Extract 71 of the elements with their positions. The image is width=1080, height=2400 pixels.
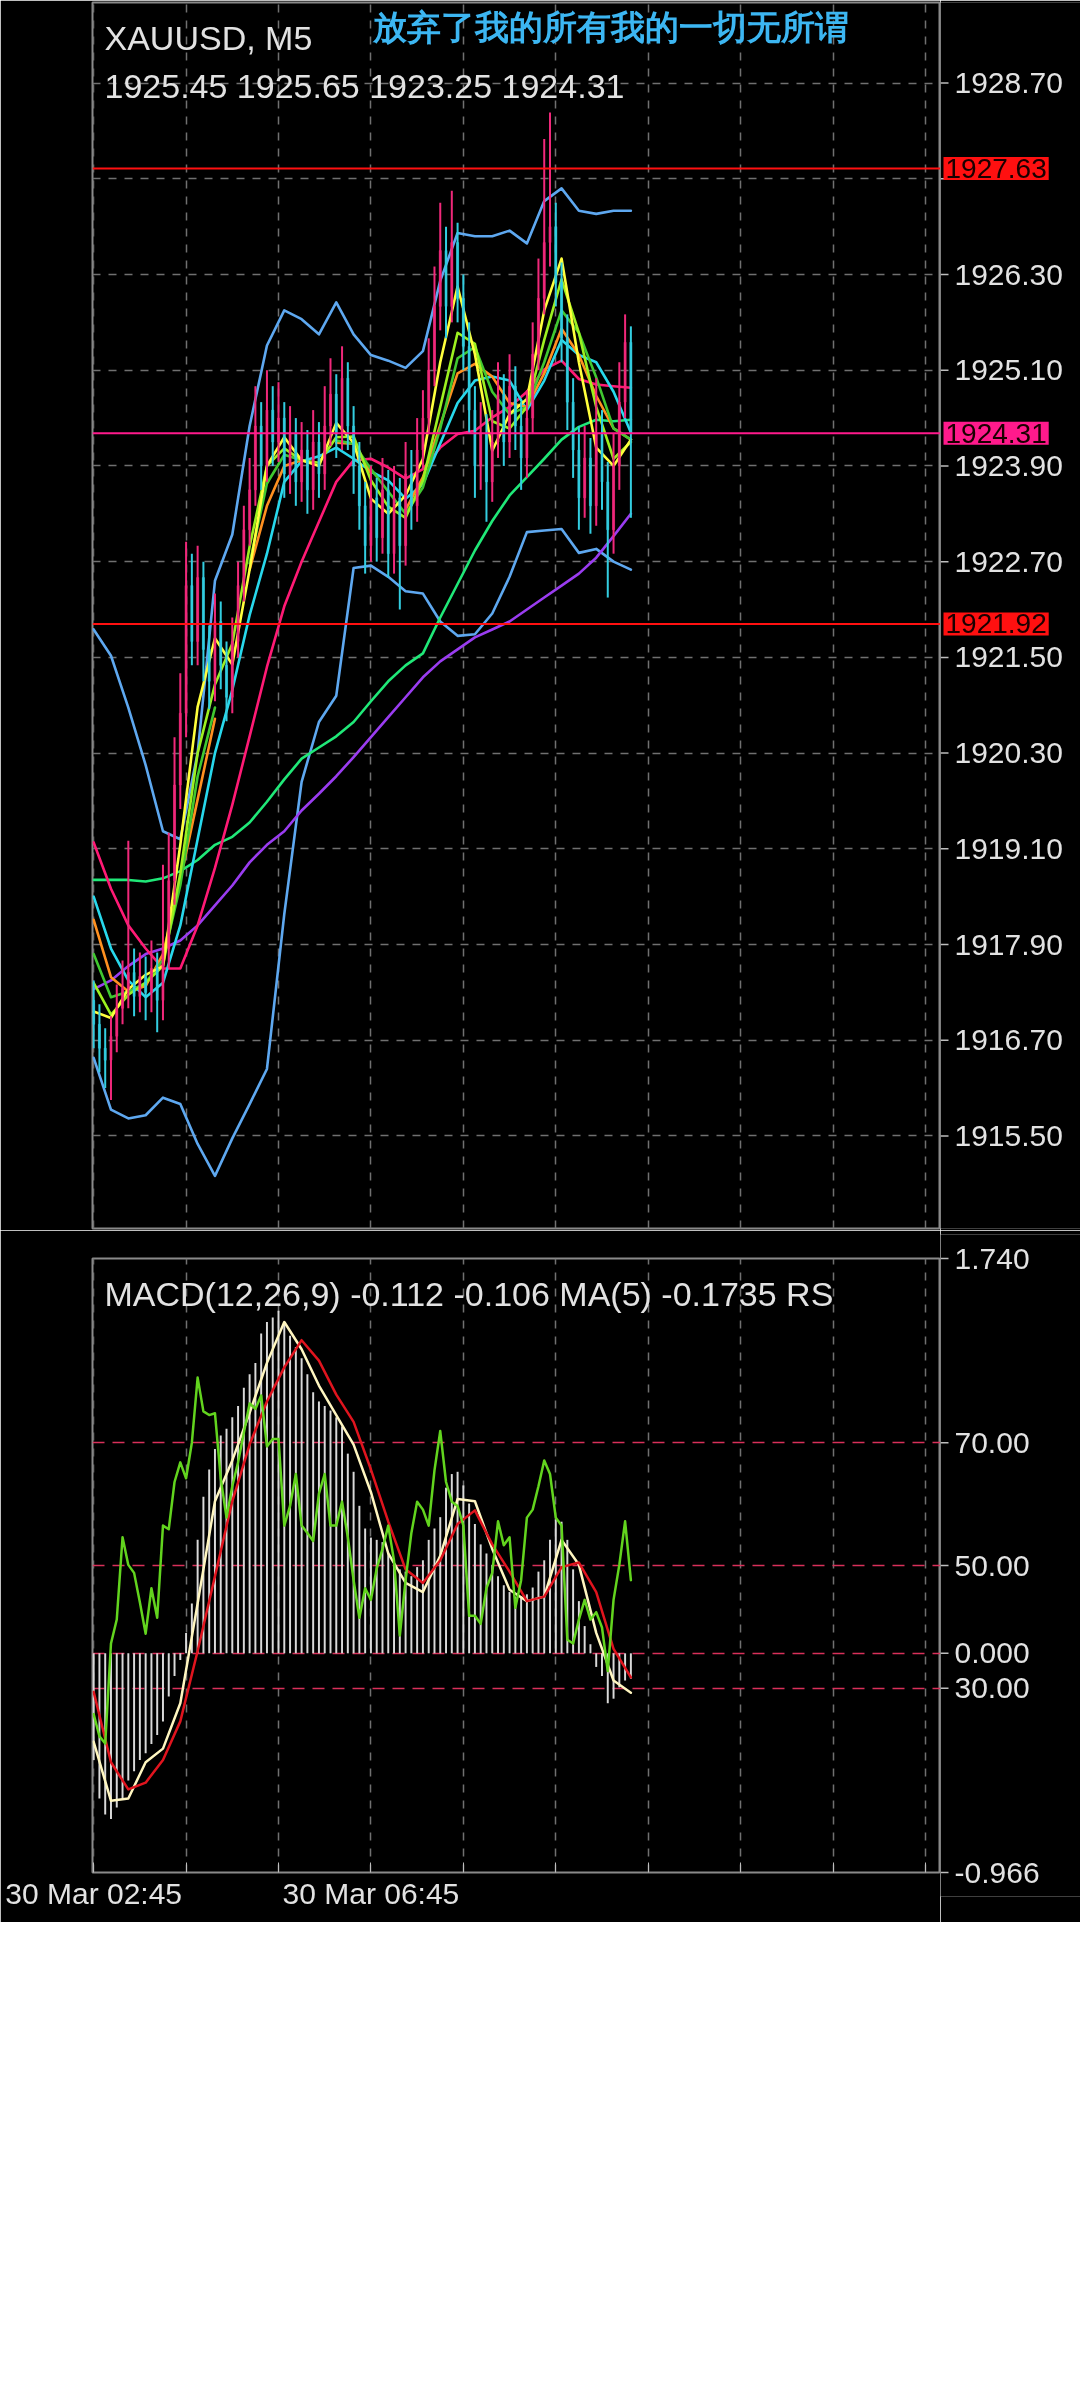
candlestick (548, 111, 552, 268)
candlestick (282, 401, 286, 499)
y-tick-label: 1915.50 (954, 1118, 1063, 1152)
candlestick (300, 421, 303, 503)
candlestick (334, 373, 338, 459)
candlestick (254, 385, 257, 507)
candlestick (381, 456, 384, 555)
candlestick (508, 353, 511, 459)
candlestick (109, 1015, 113, 1102)
candlestick (375, 476, 378, 563)
candlestick (150, 939, 153, 1014)
y-tick-label: 1923.90 (954, 448, 1063, 482)
candlestick (479, 401, 482, 491)
line-series (92, 1376, 633, 1745)
candlestick (485, 413, 488, 523)
candlestick (127, 839, 130, 1010)
candlestick (121, 959, 124, 1026)
candlestick (202, 560, 205, 683)
text: 1925.45 1925.65 1923.25 1924.31 (104, 66, 625, 105)
candlestick (306, 429, 309, 515)
candlestick (514, 365, 517, 451)
candlestick (612, 433, 615, 555)
text: XAUUSD, M5 (104, 18, 313, 57)
ref-line-label: 1921.92 (945, 608, 1047, 640)
y-tick-label: 1922.70 (954, 544, 1063, 578)
candlestick (462, 273, 465, 372)
candlestick (404, 441, 407, 567)
candlestick (103, 1027, 107, 1090)
line-series (92, 512, 633, 991)
candlestick (358, 441, 361, 531)
text: MACD(12,26,9) -0.112 -0.106 MA(5) -0.1735 RS (104, 1274, 834, 1313)
y-tick-label: 0.000 (954, 1636, 1030, 1670)
y-tick-label: 1917.90 (954, 927, 1063, 961)
y-tick-label: 1.740 (954, 1241, 1030, 1275)
candlestick (248, 456, 251, 547)
line-series (92, 527, 633, 1178)
y2-tick-label: 70.00 (954, 1425, 1030, 1459)
candlestick (138, 951, 142, 1014)
candlestick (433, 265, 436, 388)
y-tick-label: 1928.70 (954, 66, 1063, 100)
x-tick-label: 30 Mar 02:45 (5, 1876, 183, 1910)
y-tick-label: 1926.30 (954, 257, 1063, 291)
y-tick-label: 1919.10 (954, 831, 1063, 865)
candlestick (618, 361, 621, 491)
candlestick (323, 385, 327, 491)
y-tick-label: 1925.10 (954, 353, 1063, 387)
candlestick (537, 257, 540, 372)
y-tick-label: 1916.70 (954, 1023, 1063, 1057)
candlestick (277, 381, 280, 463)
candlestick (410, 448, 413, 531)
y-tick-label: 1921.50 (954, 640, 1063, 674)
y2-tick-label: 50.00 (954, 1548, 1030, 1582)
candlestick (456, 221, 459, 324)
y2-tick-label: 30.00 (954, 1671, 1030, 1705)
candlestick (179, 672, 182, 810)
candlestick (98, 1003, 101, 1074)
candlestick (329, 357, 332, 447)
candlestick (196, 544, 199, 667)
annotation: 放弃了我的所有我的一切无所谓 (371, 6, 849, 47)
x-tick-label: 30 Mar 06:45 (282, 1876, 460, 1910)
candlestick (352, 405, 355, 495)
y-tick-label: -0.966 (954, 1855, 1040, 1889)
y-tick-label: 1920.30 (954, 736, 1063, 770)
candlestick (271, 385, 275, 467)
ref-line-label: 1927.63 (945, 152, 1047, 184)
ref-line-label: 1924.31 (945, 417, 1047, 449)
candlestick (231, 616, 234, 715)
candlestick (225, 640, 228, 723)
candlestick (173, 736, 176, 906)
candlestick (589, 437, 592, 535)
candlestick (583, 425, 586, 519)
